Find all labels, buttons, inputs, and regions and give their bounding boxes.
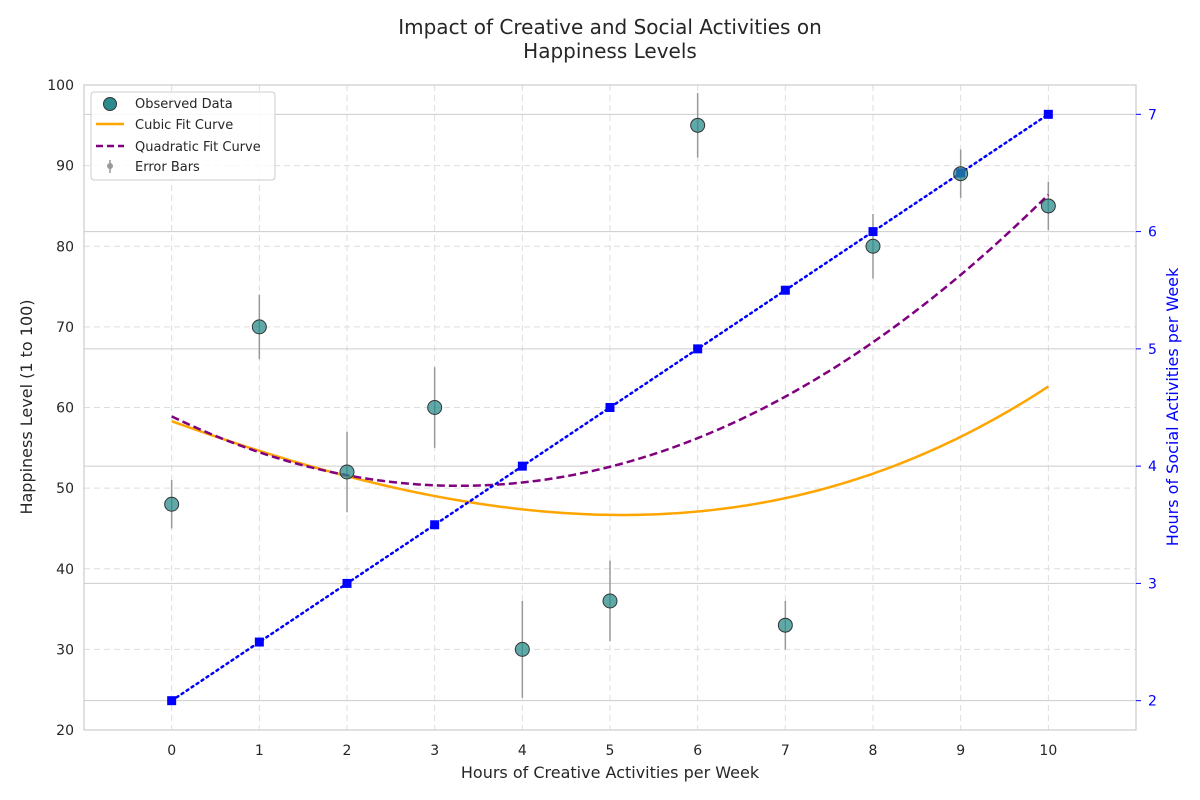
x-tick-label: 9 [956,743,965,759]
x-axis-ticks: 0 1 2 3 4 5 6 7 8 9 10 [167,743,1057,759]
x-tick-label: 7 [781,743,790,759]
observed-data-series [164,117,1056,657]
social-activities-marker [167,696,177,706]
social-activities-marker [254,637,264,647]
y-tick-label: 50 [56,481,74,497]
legend-label-cubic: Cubic Fit Curve [135,118,233,133]
legend: Observed Data Cubic Fit Curve Quadratic … [90,91,276,181]
right-y-axis-label: Hours of Social Activities per Week [1163,267,1182,546]
observed-data-point [690,117,706,133]
x-tick-label: 1 [255,743,264,759]
fit-curves [171,193,1050,517]
x-axis-label: Hours of Creative Activities per Week [461,763,760,782]
observed-data-point [602,593,618,609]
plot-area-frame [83,84,1137,731]
legend-label-quadratic: Quadratic Fit Curve [135,140,261,155]
y-tick-label: 60 [56,401,74,417]
y-axis-ticks: 20 30 40 50 60 70 80 90 100 [47,78,74,739]
x-tick-label: 3 [430,743,439,759]
observed-data-point [953,166,969,182]
x-tick-label: 6 [693,743,702,759]
observed-data-point [164,496,180,512]
right-y-tick-label: 6 [1148,225,1157,241]
right-y-tick-label: 4 [1148,459,1157,475]
y-tick-label: 70 [56,320,74,336]
y-tick-label: 80 [56,239,74,255]
social-activities-marker [342,578,352,588]
y-tick-label: 30 [56,642,74,658]
social-activities-marker [693,344,703,354]
y-tick-label: 20 [56,723,74,739]
y-tick-label: 40 [56,562,74,578]
legend-marker-observed [103,97,117,111]
x-tick-label: 0 [167,743,176,759]
x-tick-label: 4 [518,743,527,759]
x-tick-label: 5 [606,743,615,759]
right-y-tick-label: 5 [1148,342,1157,358]
social-activities-marker [605,403,615,412]
x-tick-label: 2 [343,743,352,759]
right-y-tick-label: 7 [1148,107,1157,123]
observed-data-point [251,319,267,335]
y-axis-label: Happiness Level (1 to 100) [17,299,36,514]
observed-data-point [865,238,881,254]
observed-data-point [339,464,355,480]
observed-data-point [1040,198,1056,214]
x-tick-label: 8 [869,743,878,759]
legend-label-observed: Observed Data [135,97,233,112]
cubic-fit-curve [171,385,1050,517]
x-tick-label: 10 [1039,743,1057,759]
y-tick-label: 90 [56,159,74,175]
legend-errorbar-marker [107,163,113,169]
social-activities-marker [1043,109,1053,119]
observed-data-point [777,617,793,633]
social-activities-marker [430,520,440,530]
social-activities-marker [868,227,878,237]
right-y-axis-ticks: 2 3 4 5 6 7 [1136,107,1157,710]
quadratic-fit-curve [171,193,1050,488]
observed-data-point [514,641,530,657]
y-tick-label: 100 [47,78,74,94]
social-activities-marker [517,461,527,471]
right-y-tick-label: 2 [1148,694,1157,710]
right-axis-grid [84,113,1136,702]
observed-data-point [427,400,443,415]
legend-box [90,91,276,181]
chart-title-line2: Happiness Levels [523,39,697,63]
social-activities-marker [780,285,790,295]
chart-title-line1: Impact of Creative and Social Activities… [398,15,822,39]
legend-label-errorbars: Error Bars [135,160,200,175]
right-y-tick-label: 3 [1148,576,1157,592]
